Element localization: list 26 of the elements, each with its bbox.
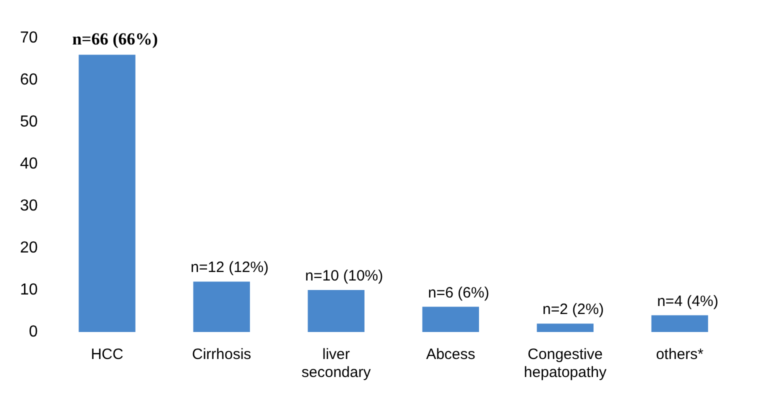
bar xyxy=(308,290,364,332)
data-label: n=4 (4%) xyxy=(657,292,718,310)
bar xyxy=(193,282,250,332)
x-tick-label: Congestive hepatopathy xyxy=(524,346,607,382)
bar xyxy=(422,306,480,332)
data-label: n=66 (66%) xyxy=(72,30,158,49)
data-label: n=12 (12%) xyxy=(190,259,269,276)
x-tick-label: Abcess xyxy=(426,346,476,364)
data-label: n=6 (6%) xyxy=(428,284,490,302)
y-tick-label: 30 xyxy=(20,197,38,214)
bar xyxy=(536,324,594,332)
y-tick-label: 0 xyxy=(28,323,38,340)
x-tick-label: others* xyxy=(656,346,704,364)
y-tick-label: 50 xyxy=(20,113,38,130)
x-tick-label: HCC xyxy=(90,346,124,364)
x-tick-label: Cirrhosis xyxy=(192,346,252,364)
y-tick-label: 20 xyxy=(20,239,38,256)
y-tick-label: 40 xyxy=(20,155,38,172)
y-tick-label: 10 xyxy=(20,281,38,298)
data-label: n=2 (2%) xyxy=(542,301,604,318)
bar xyxy=(651,315,708,332)
y-tick-label: 60 xyxy=(20,71,38,88)
bar xyxy=(78,54,136,332)
y-tick-label: 70 xyxy=(20,29,38,46)
x-tick-label: liver secondary xyxy=(302,346,372,382)
data-label: n=10 (10%) xyxy=(305,268,384,285)
